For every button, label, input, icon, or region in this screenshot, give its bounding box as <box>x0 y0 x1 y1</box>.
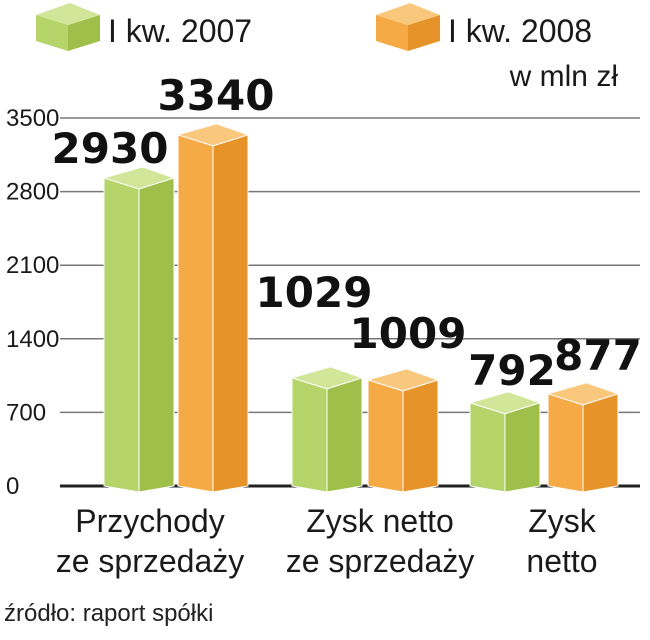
value-label: 792 <box>468 346 556 395</box>
value-label: 3340 <box>158 71 275 120</box>
bar <box>468 391 542 493</box>
category-labels: Przychody ze sprzedaży Zysk netto ze sprzed… <box>56 503 598 579</box>
value-label: 1009 <box>350 309 467 358</box>
bar <box>366 368 440 493</box>
legend: I kw. 2007 I kw. 2008 w mln zł <box>36 3 618 93</box>
value-label: 877 <box>554 331 642 380</box>
bars <box>102 123 620 493</box>
bar <box>102 166 176 493</box>
category-label: ze sprzedaży <box>56 543 245 579</box>
unit-label: w mln zł <box>509 60 619 93</box>
bar <box>546 382 620 493</box>
y-tick-label: 2800 <box>6 179 59 206</box>
y-tick-label: 2100 <box>6 252 59 279</box>
value-label: 1029 <box>256 268 373 317</box>
legend-swatch-2008 <box>376 3 440 51</box>
category-label: Przychody <box>75 503 224 539</box>
y-tick-label: 3500 <box>6 105 59 132</box>
chart: 0 700 1400 2100 2800 3500 2930 1029 792 3340 1009… <box>6 3 642 579</box>
legend-swatch-2007 <box>36 3 100 51</box>
y-tick-label: 1400 <box>6 326 59 353</box>
legend-label-2007: I kw. 2007 <box>108 13 252 49</box>
category-label: ze sprzedaży <box>286 543 475 579</box>
value-label: 2930 <box>52 124 169 173</box>
y-tick-label: 700 <box>6 399 46 426</box>
bar <box>290 366 364 493</box>
category-label: netto <box>526 543 597 579</box>
source-note: źródło: raport spółki <box>4 600 214 627</box>
category-label: Zysk <box>528 503 597 539</box>
value-labels: 2930 1029 792 3340 1009 877 <box>52 71 642 395</box>
y-axis: 0 700 1400 2100 2800 3500 <box>6 105 59 500</box>
bar <box>176 123 250 493</box>
category-label: Zysk netto <box>306 503 454 539</box>
y-tick-label: 0 <box>6 473 19 500</box>
legend-label-2008: I kw. 2008 <box>448 13 592 49</box>
